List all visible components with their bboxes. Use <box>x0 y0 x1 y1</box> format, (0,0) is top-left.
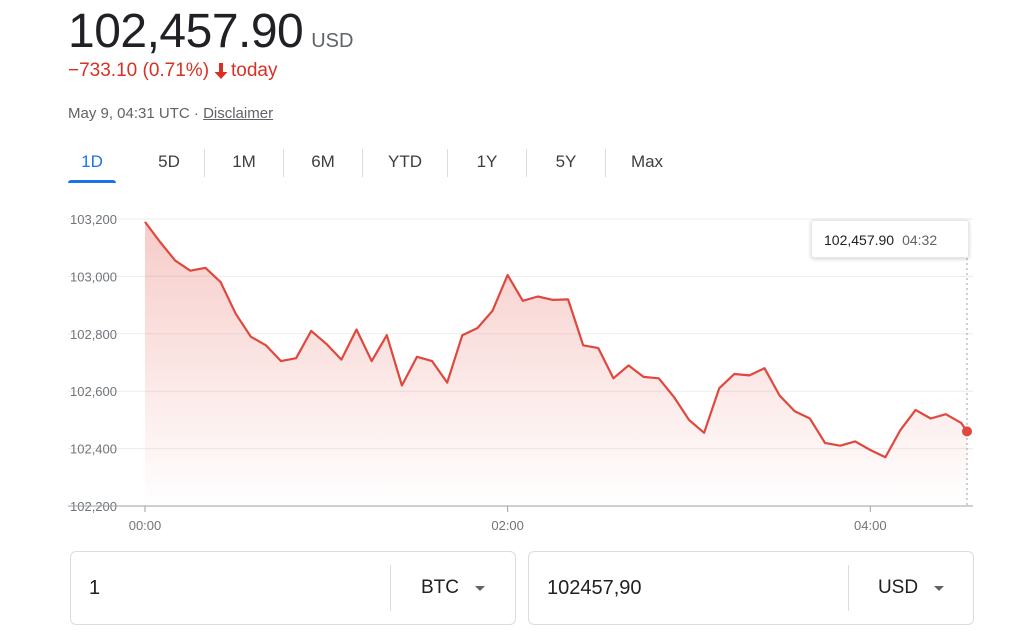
tab-divider <box>526 149 527 177</box>
y-tick-label: 103,200 <box>70 212 117 227</box>
x-tick-label: 02:00 <box>491 518 524 533</box>
price-currency: USD <box>311 30 354 52</box>
y-tick-label: 102,800 <box>70 327 117 342</box>
tab-ytd[interactable]: YTD <box>363 143 447 183</box>
tab-divider <box>204 149 205 177</box>
tab-1d[interactable]: 1D <box>50 143 124 183</box>
tab-label: 1M <box>232 152 256 171</box>
tab-label: 1D <box>81 152 103 171</box>
last-price-point <box>962 426 972 437</box>
tooltip-value: 102,457.90 <box>824 232 895 248</box>
y-tick-label: 102,600 <box>70 384 117 399</box>
tab-label: Max <box>630 152 664 171</box>
tab-label: 6M <box>311 152 335 171</box>
price-tooltip: 102,457.90 04:32 <box>811 220 969 258</box>
caret-down-icon <box>934 585 945 591</box>
tab-divider <box>605 149 606 177</box>
price-line <box>144 221 968 459</box>
tab-divider <box>447 149 448 177</box>
tab-label: 5Y <box>555 152 577 171</box>
caret-down-icon <box>475 585 485 591</box>
current-price: 102,457.90 <box>68 5 304 58</box>
y-tick-label: 103,000 <box>70 269 117 284</box>
converter-divider <box>848 565 849 611</box>
x-tick-label: 00:00 <box>129 518 162 533</box>
tab-divider <box>362 149 363 177</box>
tab-1m[interactable]: 1M <box>205 143 283 183</box>
y-axis-labels: 103,200103,000102,800102,600102,400102,2… <box>70 212 117 514</box>
from-currency-select[interactable]: BTC <box>391 577 515 599</box>
tooltip-time: 04:32 <box>902 232 938 248</box>
change-period: today <box>231 60 278 81</box>
converter-to: USD <box>528 551 974 625</box>
active-tab-indicator <box>68 180 116 183</box>
tab-5y[interactable]: 5Y <box>527 143 605 183</box>
to-amount-input[interactable] <box>529 575 848 601</box>
disclaimer-link[interactable]: Disclaimer <box>203 105 274 122</box>
converter-from: BTC <box>70 551 516 625</box>
tab-max[interactable]: Max <box>606 143 688 183</box>
tab-5d[interactable]: 5D <box>134 143 204 183</box>
x-tick-label: 04:00 <box>854 518 887 533</box>
price-area <box>145 221 967 506</box>
tab-label: YTD <box>388 152 422 171</box>
arrow-down-icon <box>214 63 228 79</box>
tab-label: 5D <box>158 152 180 171</box>
converter-divider <box>390 565 391 611</box>
change-value: −733.10 (0.71%) <box>68 60 210 81</box>
tab-label: 1Y <box>476 152 498 171</box>
tab-1y[interactable]: 1Y <box>448 143 526 183</box>
x-axis: 00:00 02:00 04:00 <box>68 505 973 533</box>
price-chart[interactable]: 103,200103,000102,800102,600102,400102,2… <box>0 190 1024 540</box>
timestamp: May 9, 04:31 UTC <box>68 105 190 122</box>
price-header: 102,457.90 USD <box>68 2 353 62</box>
to-currency-label: USD <box>877 577 919 598</box>
timestamp-row: May 9, 04:31 UTC · Disclaimer <box>68 105 273 122</box>
y-tick-label: 102,400 <box>70 442 117 457</box>
meta-separator: · <box>193 105 199 122</box>
range-tabs: 1D 5D 1M 6M YTD 1Y 5Y Max <box>50 142 688 184</box>
from-currency-label: BTC <box>421 577 459 598</box>
from-amount-input[interactable] <box>71 575 390 601</box>
to-currency-select[interactable]: USD <box>849 577 973 599</box>
tab-divider <box>283 149 284 177</box>
price-change: −733.10 (0.71%) today <box>68 60 278 82</box>
tab-6m[interactable]: 6M <box>284 143 362 183</box>
